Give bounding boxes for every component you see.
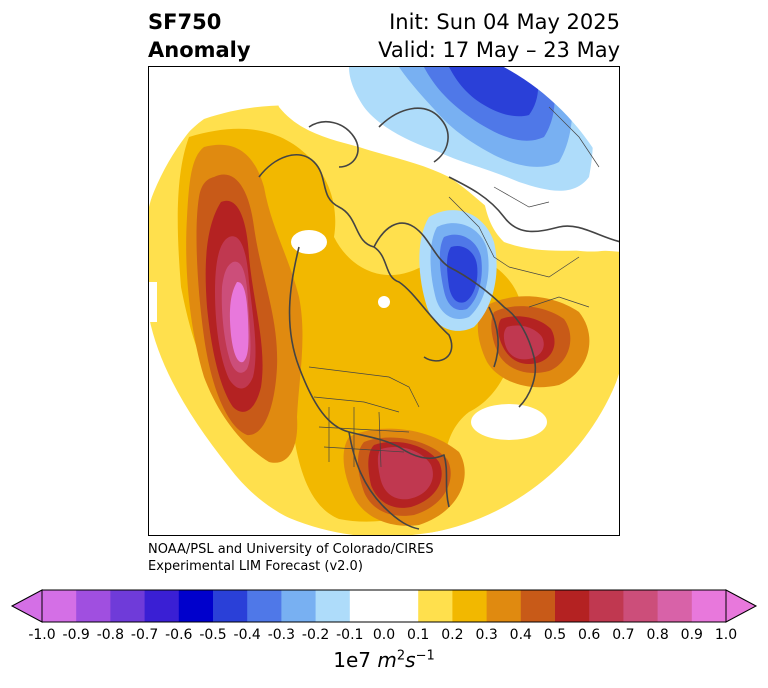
credit-line-2: Experimental LIM Forecast (v2.0) [148,559,363,574]
colorbar-cell [520,590,556,622]
colorbar-cell [452,590,488,622]
credit-line-1: NOAA/PSL and University of Colorado/CIRE… [148,542,434,557]
units-s-exp: −1 [415,648,435,664]
positive-anomaly-field [149,105,619,535]
valid-range: Valid: 17 May – 23 May [378,38,620,62]
negative-anomaly-field [269,67,619,331]
units-m-exp: 2 [396,648,406,664]
colorbar-tick-label: 0.9 [680,627,703,643]
colorbar-tick-label: -0.9 [62,627,90,643]
missing-data-strip [149,282,157,322]
colorbar-cell [691,590,727,622]
colorbar-tick-label: 0.8 [646,627,669,643]
anomaly-map [149,67,619,535]
title-left: SF750 Anomaly [148,8,251,64]
colorbar-cell [42,590,77,622]
colorbar-cell [213,590,248,622]
political-borders [308,106,600,468]
colorbar-cell [281,590,317,622]
colorbar-tick-label: 0.6 [578,627,601,643]
colorbar-max-extension [725,589,758,623]
colorbar-cell [315,590,351,622]
colorbar-cell [247,590,282,622]
credit: NOAA/PSL and University of Colorado/CIRE… [148,541,434,575]
colorbar-frame [41,589,727,623]
colorbar-cell [623,590,659,622]
colorbar-cell [384,590,419,622]
colorbar-tick-label: -0.4 [233,627,261,643]
colorbar-tick-label: -1.0 [28,627,56,643]
colorbar-tick-label: 1.0 [714,627,738,643]
colorbar-cell [178,590,214,622]
field-type: Anomaly [148,38,251,62]
colorbar-tick-label: -0.2 [301,627,330,643]
colorbar-cell [555,590,590,622]
colorbar-tick-label: -0.6 [165,627,193,643]
colorbar-tick-label: 0.1 [407,627,430,643]
colorbar-cell [110,590,146,622]
colorbar-tick-label: -0.7 [130,627,159,643]
colorbar-tick-labels: -1.0 -0.9 -0.8 -0.7 -0.6 -0.5 -0.4 -0.3 -0.2 -0.1… [0,627,768,647]
colorbar-tick-label: -0.5 [199,627,227,643]
colorbar-cell [657,590,693,622]
title-right: Init: Sun 04 May 2025 Valid: 17 May – 23… [378,8,620,64]
colorbar-cell [486,590,522,622]
colorbar-min-extension [10,589,43,623]
colorbar-cell [349,590,385,622]
map-panel [148,66,620,536]
colorbar-tick-label: 0.5 [543,627,567,643]
colorbar-tick-label: 0.4 [509,627,532,643]
colorbar-tick-label: 0.3 [475,627,498,643]
colorbar-cell [144,590,180,622]
colorbar-cell [76,590,111,622]
colorbar-tick-label: 0.2 [441,627,464,643]
variable-name: SF750 [148,10,222,34]
colorbar-cell [418,590,453,622]
colorbar-tick-label: 0.7 [612,627,635,643]
colorbar-tick-label: 0.0 [372,627,396,643]
colorbar [10,589,758,623]
units-s: s [405,648,416,672]
units-prefix: 1e7 [333,648,378,672]
colorbar-tick-label: -0.3 [267,627,296,643]
init-date: Init: Sun 04 May 2025 [389,10,620,34]
units-m: m [377,648,397,672]
colorbar-cell [589,590,624,622]
colorbar-tick-label: -0.1 [336,627,364,643]
colorbar-units: 1e7 m2s−1 [0,648,768,672]
colorbar-tick-label: -0.8 [96,627,125,643]
